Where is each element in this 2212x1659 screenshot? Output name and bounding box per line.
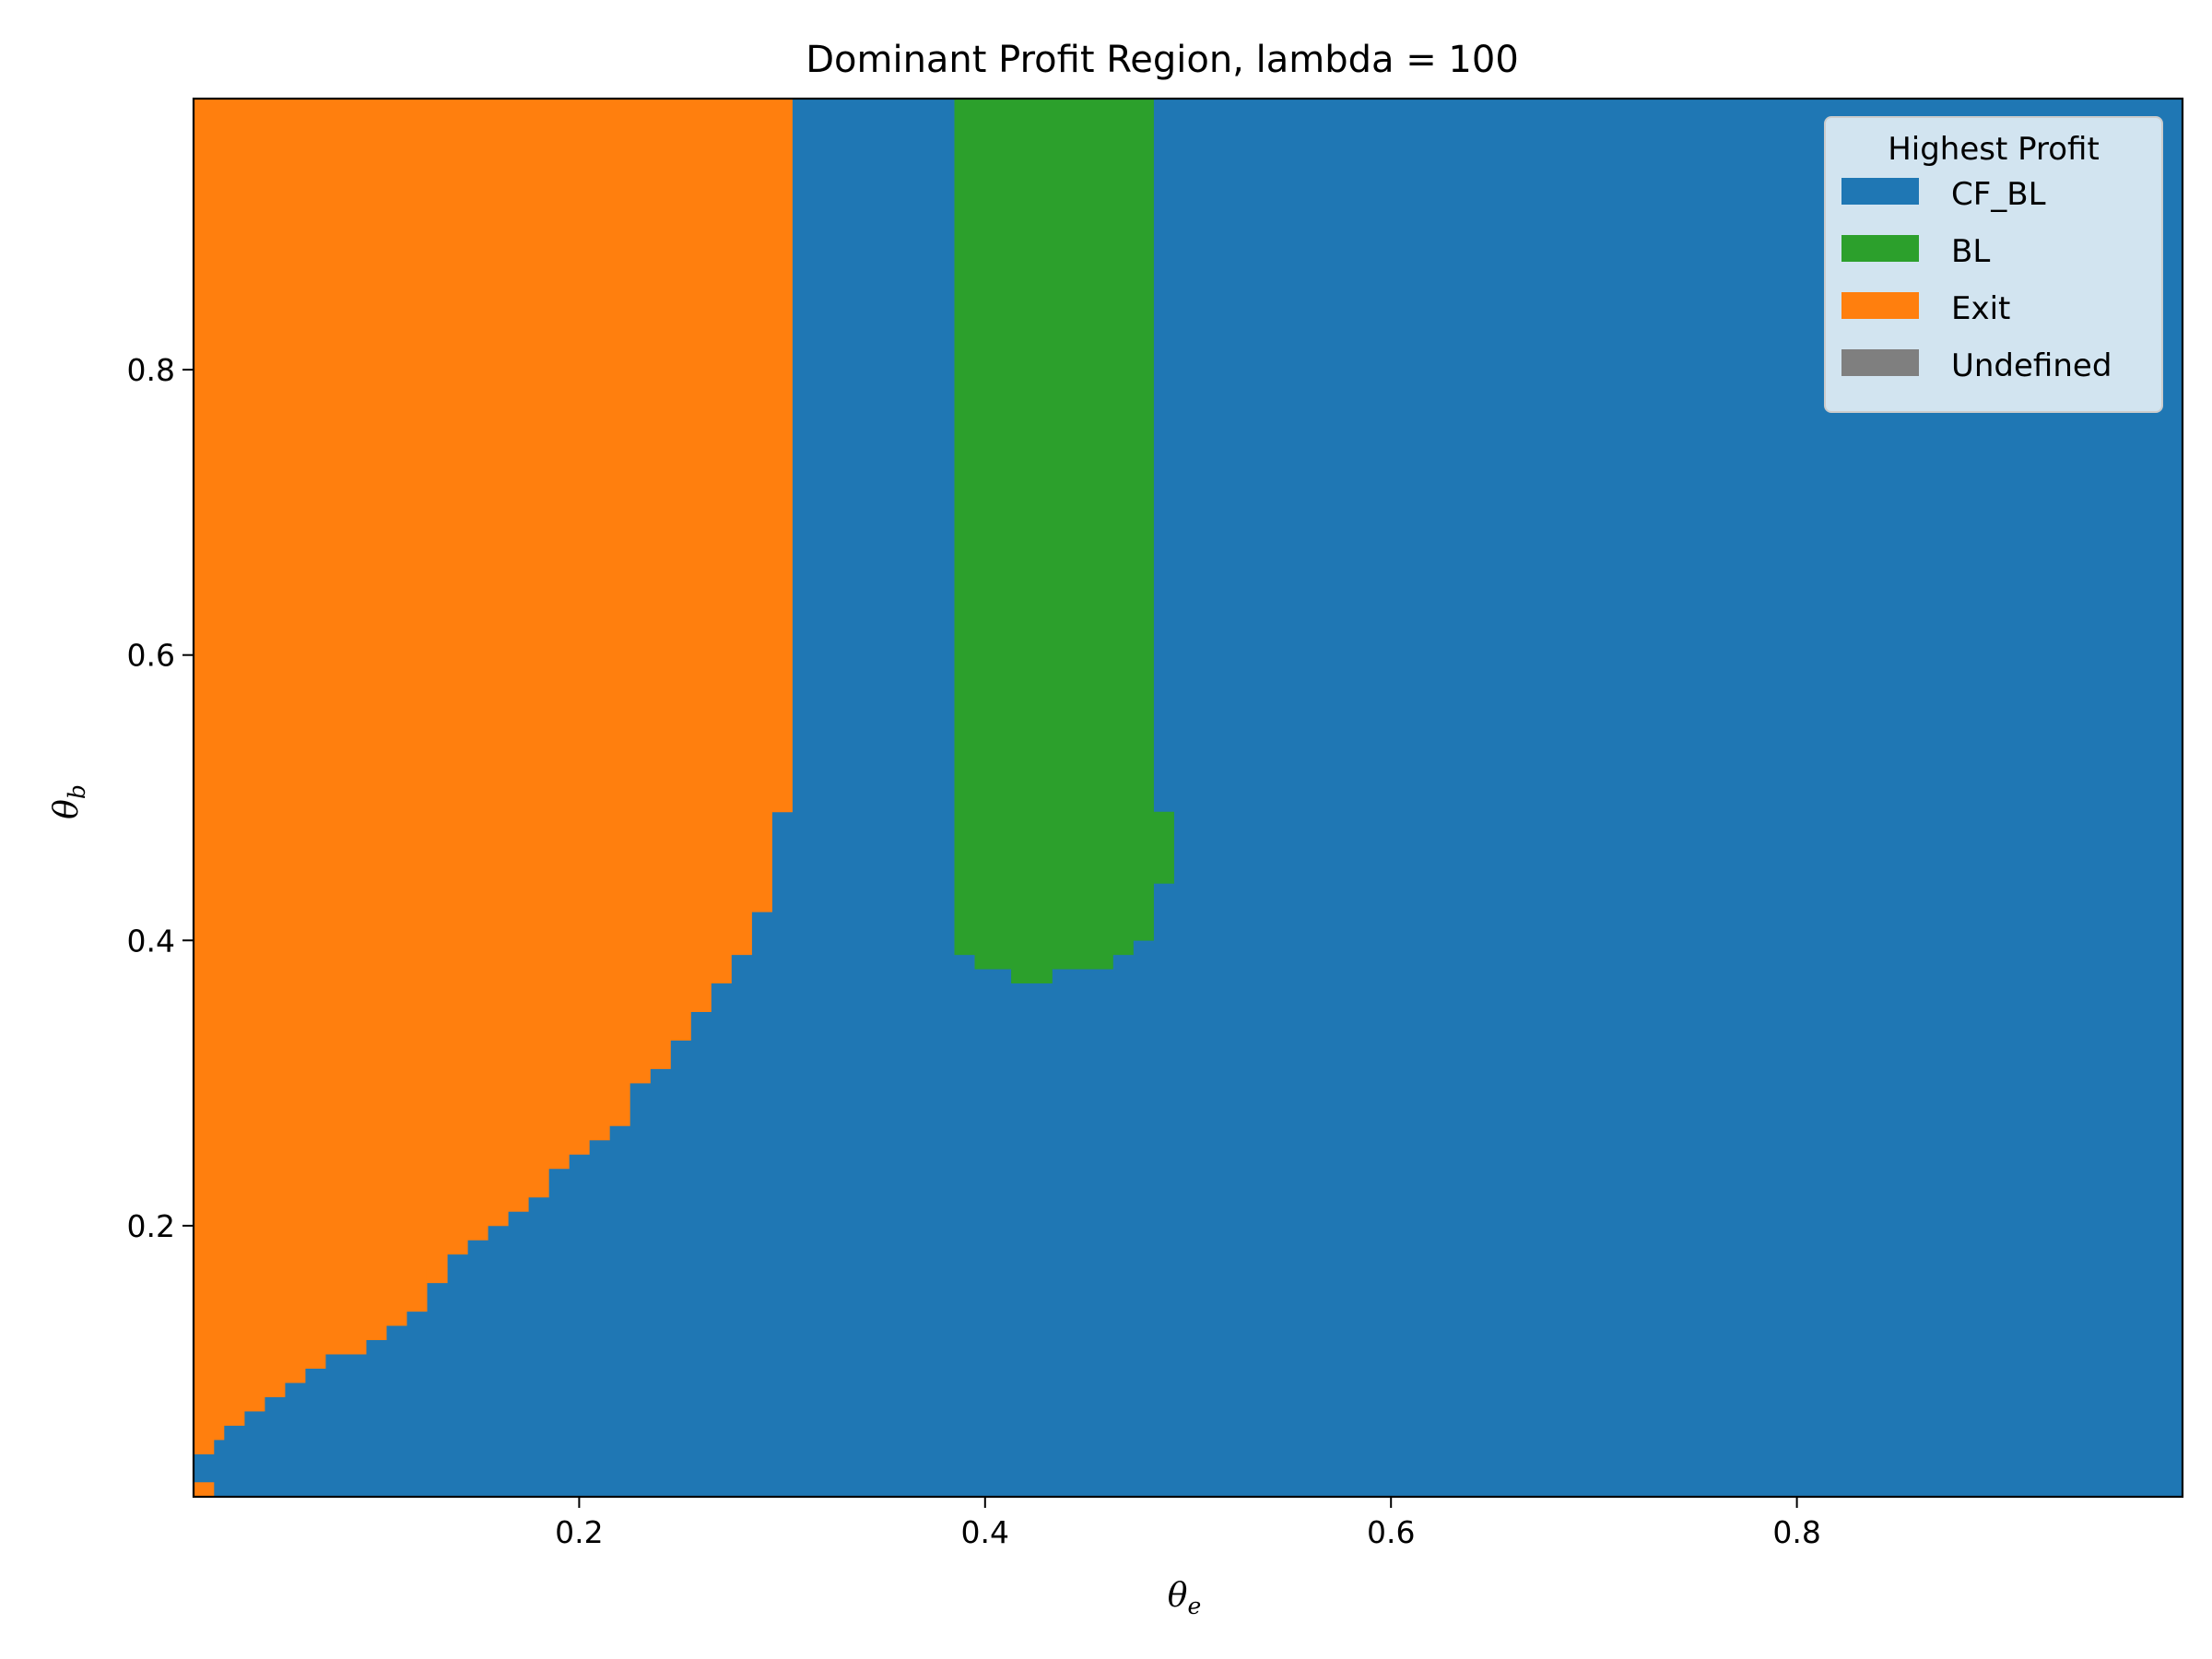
- x-axis: 0.2 0.4 0.6 0.8: [555, 1497, 1821, 1550]
- x-axis-label: θe: [1168, 1577, 1201, 1619]
- x-tick-label: 0.4: [961, 1514, 1009, 1550]
- x-axis-label-main: θ: [1168, 1577, 1188, 1615]
- legend-swatch-exit: [1841, 292, 1919, 319]
- plot-frame: [192, 97, 2184, 1499]
- x-axis-label-sub: e: [1187, 1593, 1201, 1619]
- legend-swatch-cf-bl: [1841, 178, 1919, 205]
- y-axis: 0.2 0.4 0.6 0.8: [127, 352, 194, 1244]
- region-exit-0: [193, 98, 793, 1454]
- x-tick-label: 0.8: [1772, 1514, 1820, 1550]
- y-tick-label: 0.4: [127, 923, 175, 959]
- y-axis-label-sub: b: [64, 784, 90, 799]
- legend: Highest Profit CF_BL BL Exit Undefined: [1824, 116, 2163, 413]
- y-tick-label: 0.6: [127, 638, 175, 674]
- legend-label-exit: Exit: [1951, 290, 2010, 327]
- legend-label-undefined: Undefined: [1951, 347, 2112, 384]
- legend-title: Highest Profit: [1888, 131, 2100, 168]
- legend-swatch-bl: [1841, 235, 1919, 262]
- legend-label-bl: BL: [1951, 233, 1990, 270]
- y-tick-label: 0.8: [127, 352, 175, 388]
- chart-title: Dominant Profit Region, lambda = 100: [806, 39, 1519, 81]
- x-tick-label: 0.6: [1367, 1514, 1415, 1550]
- y-axis-label: θb: [48, 784, 90, 819]
- y-tick-label: 0.2: [127, 1208, 175, 1244]
- region-bl-3: [954, 98, 1174, 983]
- x-tick-label: 0.2: [555, 1514, 603, 1550]
- y-axis-label-main: θ: [48, 799, 86, 819]
- region-exit-2: [426, 1268, 448, 1284]
- legend-label-cf-bl: CF_BL: [1951, 176, 2046, 213]
- region-exit-1: [193, 1482, 215, 1498]
- legend-swatch-undefined: [1841, 349, 1919, 376]
